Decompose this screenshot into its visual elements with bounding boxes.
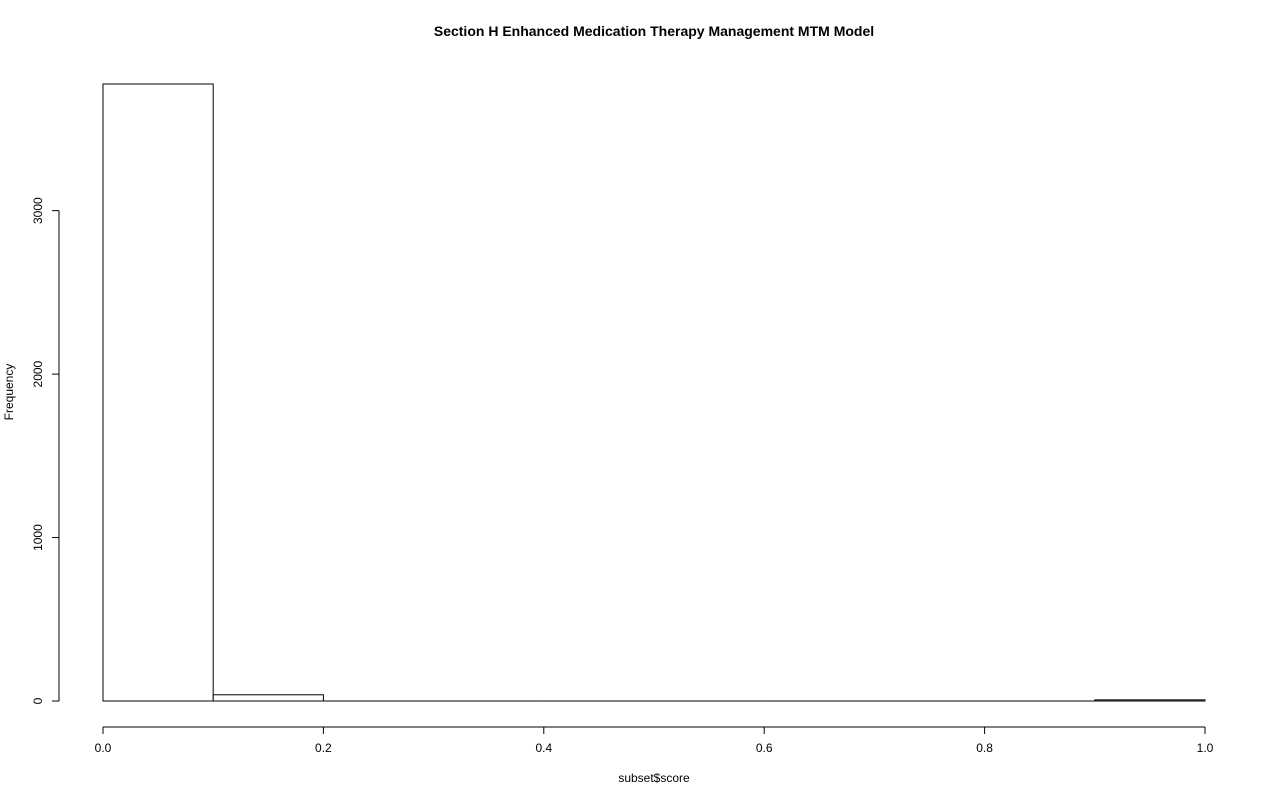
x-tick-label-5: 1.0 [1197,741,1214,755]
x-tick-label-3: 0.6 [756,741,773,755]
y-tick-label-3: 3000 [31,197,45,224]
histogram-bar-9 [1094,699,1206,702]
histogram-bar-0 [102,83,214,702]
x-tick-label-2: 0.4 [535,741,552,755]
y-axis: 0 1000 2000 3000 [31,197,60,704]
bars-layer [102,83,1206,702]
chart-title: Section H Enhanced Medication Therapy Ma… [434,23,874,39]
histogram-bar-1 [212,694,324,702]
y-axis-label: Frequency [2,364,16,421]
x-axis-label: subset$score [618,771,690,785]
x-axis: 0.0 0.2 0.4 0.6 0.8 1.0 [95,726,1214,755]
y-tick-label-1: 1000 [31,524,45,551]
x-tick-label-1: 0.2 [315,741,332,755]
y-tick-label-2: 2000 [31,360,45,387]
x-tick-label-0: 0.0 [95,741,112,755]
y-tick-label-0: 0 [31,697,45,704]
x-tick-label-4: 0.8 [976,741,993,755]
